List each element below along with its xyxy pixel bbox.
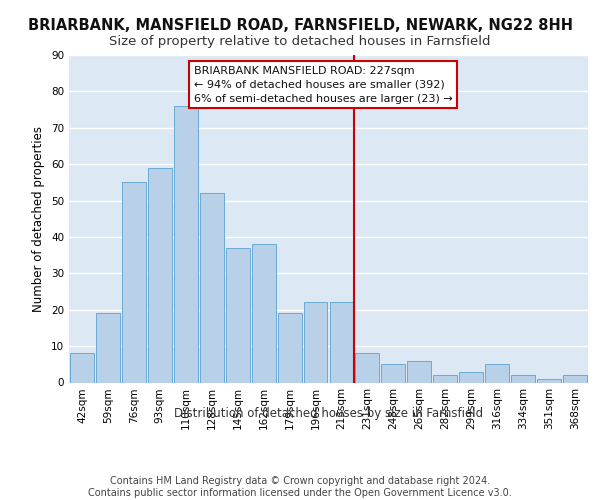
Bar [382, 364, 406, 382]
Bar [433, 375, 457, 382]
Bar [226, 248, 250, 382]
Bar [511, 375, 535, 382]
Bar [407, 360, 431, 382]
Text: Contains HM Land Registry data © Crown copyright and database right 2024.
Contai: Contains HM Land Registry data © Crown c… [88, 476, 512, 498]
Bar [122, 182, 146, 382]
Bar [355, 354, 379, 382]
Text: Size of property relative to detached houses in Farnsfield: Size of property relative to detached ho… [109, 35, 491, 48]
Text: Distribution of detached houses by size in Farnsfield: Distribution of detached houses by size … [174, 408, 484, 420]
Bar [174, 106, 198, 382]
Bar [200, 194, 224, 382]
Bar [278, 314, 302, 382]
Text: BRIARBANK MANSFIELD ROAD: 227sqm
← 94% of detached houses are smaller (392)
6% o: BRIARBANK MANSFIELD ROAD: 227sqm ← 94% o… [194, 66, 452, 104]
Bar [304, 302, 328, 382]
Bar [70, 354, 94, 382]
Bar [329, 302, 353, 382]
Bar [563, 375, 587, 382]
Bar [459, 372, 483, 382]
Text: BRIARBANK, MANSFIELD ROAD, FARNSFIELD, NEWARK, NG22 8HH: BRIARBANK, MANSFIELD ROAD, FARNSFIELD, N… [28, 18, 572, 32]
Bar [251, 244, 275, 382]
Bar [148, 168, 172, 382]
Y-axis label: Number of detached properties: Number of detached properties [32, 126, 46, 312]
Bar [485, 364, 509, 382]
Bar [96, 314, 120, 382]
Bar [537, 379, 561, 382]
